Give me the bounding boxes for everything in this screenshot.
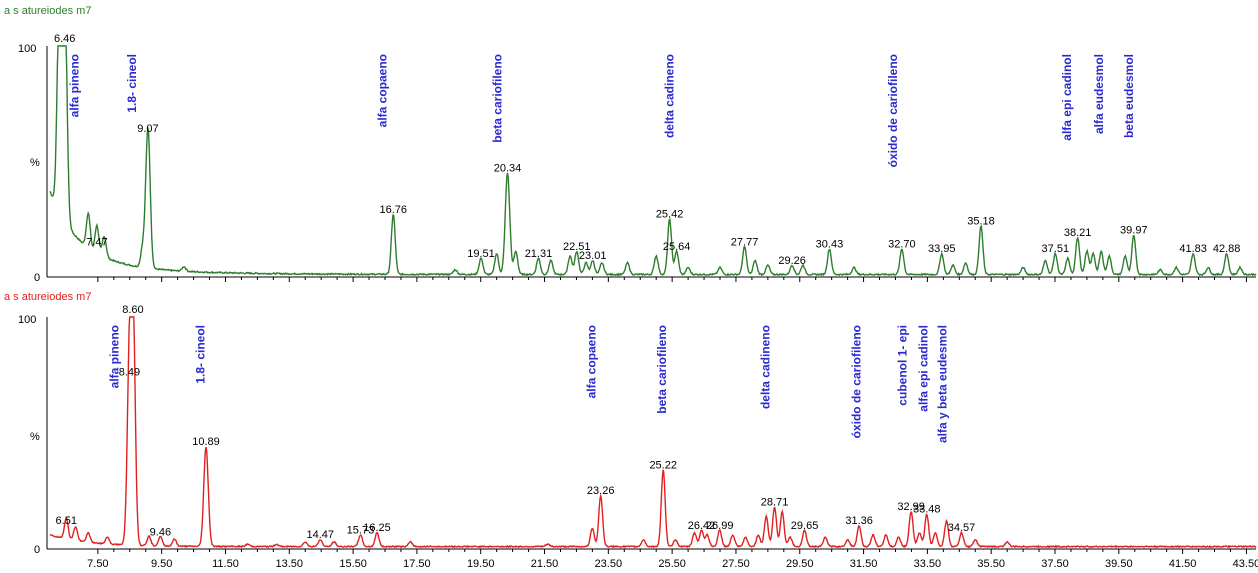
peak-retention-label: 39.97 [1120, 225, 1148, 237]
peak-retention-label: 32.99 [897, 501, 925, 513]
peak-retention-label: 34.57 [948, 522, 976, 534]
peak-retention-label: 9.46 [150, 527, 171, 539]
top-y-tick-max: 100 [18, 43, 36, 55]
compound-name-label: alfa epi cadinol [1060, 54, 1074, 141]
compound-name-label: alfa copaeno [585, 325, 599, 398]
peak-retention-label: 21.31 [525, 248, 553, 260]
peak-retention-label: 14.47 [306, 529, 334, 541]
peak-retention-label: 6.51 [56, 515, 77, 527]
x-tick-label: 33.50 [914, 558, 942, 570]
peak-retention-label: 27.77 [731, 236, 759, 248]
x-tick-label: 43.50 [1233, 558, 1258, 570]
bottom-trace-line [49, 316, 1257, 549]
x-tick-label: 23.50 [595, 558, 623, 570]
x-tick-label: 15.50 [339, 558, 367, 570]
bottom-x-ticks [97, 549, 1247, 554]
peak-retention-label: 35.18 [967, 215, 995, 227]
bottom-x-tick-labels: 7.50 9.50 11.50 13.50 15.50 17.50 19.50 21.50 23… [87, 558, 1258, 570]
peak-retention-label: 20.34 [494, 162, 522, 174]
compound-name-label: óxido de cariofileno [886, 54, 900, 167]
peak-retention-label: 19.51 [467, 248, 495, 260]
peak-retention-label: 28.71 [761, 497, 789, 509]
top-panel: a s atureiodes m7 100 % 0 6.46 7.47 9.07 16… [4, 5, 1257, 284]
compound-name-label: alfa y beta eudesmol [936, 325, 950, 443]
compound-name-label: alfa copaeno [376, 54, 390, 127]
top-peak-labels: 6.46 7.47 9.07 16.76 19.51 20.34 21.31 22.5123.… [54, 33, 1240, 267]
peak-retention-label: 33.95 [928, 243, 956, 255]
peak-retention-label: 29.65 [791, 520, 819, 532]
compound-name-label: beta cariofileno [655, 325, 669, 414]
x-tick-label: 39.50 [1105, 558, 1133, 570]
peak-retention-label: 33.48 [913, 504, 941, 516]
bottom-panel: a s atureiodes m7 100 % 0 7.50 9.50 11.50 1… [4, 291, 1258, 570]
bottom-y-unit: % [30, 431, 40, 443]
x-tick-label: 13.50 [276, 558, 304, 570]
peak-retention-label: 32.70 [888, 239, 916, 251]
compound-name-label: alfa pineno [108, 325, 122, 388]
x-tick-label: 17.50 [403, 558, 431, 570]
x-tick-label: 41.50 [1169, 558, 1197, 570]
compound-name-label: alfa epi cadinol [916, 325, 930, 412]
x-tick-label: 21.50 [531, 558, 559, 570]
compound-name-label: beta eudesmol [1122, 54, 1136, 138]
bottom-y-tick-min: 0 [34, 544, 40, 556]
x-tick-label: 25.50 [658, 558, 686, 570]
peak-retention-label: 38.21 [1064, 227, 1092, 239]
x-tick-label: 31.50 [850, 558, 878, 570]
peak-retention-label: 23.01 [579, 250, 607, 262]
peak-retention-label: 16.25 [363, 522, 391, 534]
peak-retention-label: 25.42 [656, 209, 684, 221]
compound-name-label: delta cadineno [663, 54, 677, 138]
peak-retention-label: 37.51 [1042, 243, 1070, 255]
x-tick-label: 19.50 [467, 558, 495, 570]
peak-retention-label: 9.07 [137, 123, 158, 135]
top-y-unit: % [30, 157, 40, 169]
peak-retention-label: 29.26 [778, 255, 806, 267]
peak-retention-label: 25.22 [649, 459, 677, 471]
x-tick-label: 29.50 [786, 558, 814, 570]
peak-retention-label: 30.43 [816, 239, 844, 251]
compound-name-label: óxido de cariofileno [849, 325, 863, 438]
peak-retention-label: 31.36 [845, 515, 873, 527]
top-trace-line [49, 45, 1257, 277]
x-tick-label: 9.50 [151, 558, 172, 570]
peak-retention-label: 15.73 [347, 524, 375, 536]
peak-retention-label: 41.83 [1179, 243, 1207, 255]
x-tick-label: 27.50 [722, 558, 750, 570]
peak-retention-label: 10.89 [192, 436, 220, 448]
x-tick-label: 37.50 [1041, 558, 1069, 570]
peak-retention-label: 7.47 [86, 236, 107, 248]
peak-retention-label: 8.49 [119, 367, 140, 379]
top-compound-labels: alfa pineno 1.8- cineol alfa copaeno beta c… [68, 54, 1136, 167]
peak-retention-label: 25.64 [663, 241, 691, 253]
top-panel-title: a s atureiodes m7 [4, 5, 91, 17]
bottom-compound-labels: alfa pineno 1.8- cineol alfa copaeno beta c… [108, 325, 950, 443]
peak-retention-label: 16.76 [380, 204, 408, 216]
bottom-panel-title: a s atureiodes m7 [4, 291, 91, 303]
compound-name-label: alfa pineno [68, 54, 82, 117]
compound-name-label: 1.8- cineol [194, 325, 208, 384]
x-tick-label: 35.50 [977, 558, 1005, 570]
compound-name-label: 1.8- cineol [125, 54, 139, 113]
peak-retention-label: 22.51 [563, 241, 591, 253]
peak-retention-label: 42.88 [1213, 243, 1241, 255]
compound-name-label: beta cariofileno [490, 54, 504, 143]
top-x-ticks [97, 277, 1247, 282]
peak-retention-label: 8.60 [122, 304, 143, 316]
compound-name-label: cubenol 1- epi [896, 325, 910, 406]
peak-retention-label: 23.26 [587, 485, 615, 497]
peak-retention-label: 6.46 [54, 33, 75, 45]
top-y-tick-min: 0 [34, 272, 40, 284]
bottom-y-tick-max: 100 [18, 314, 36, 326]
x-tick-label: 11.50 [212, 558, 239, 570]
peak-retention-label: 26.99 [706, 520, 734, 532]
compound-name-label: delta cadineno [758, 325, 772, 409]
compound-name-label: alfa eudesmol [1092, 54, 1106, 134]
peak-retention-label: 26.42 [688, 520, 716, 532]
x-tick-label: 7.50 [87, 558, 108, 570]
